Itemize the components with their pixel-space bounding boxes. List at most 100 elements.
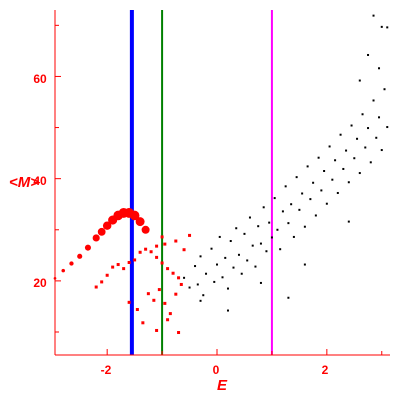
red-point — [105, 273, 109, 277]
black-point — [364, 146, 367, 149]
red-curve-point — [92, 234, 100, 242]
red-point — [94, 285, 98, 289]
black-point — [325, 202, 328, 205]
red-point — [138, 250, 142, 254]
red-curve-point — [69, 261, 74, 266]
black-point — [336, 191, 339, 194]
black-point — [224, 256, 227, 259]
black-point — [287, 296, 290, 299]
red-point — [155, 255, 159, 259]
red-point — [122, 267, 126, 271]
black-point — [323, 170, 326, 172]
black-point — [213, 280, 216, 283]
black-point — [226, 287, 229, 290]
black-point — [232, 266, 235, 269]
black-point — [303, 263, 306, 266]
black-point — [372, 14, 375, 17]
black-point — [235, 227, 238, 230]
black-point — [194, 265, 197, 268]
black-point — [380, 25, 383, 28]
black-point — [268, 221, 271, 224]
black-point — [246, 259, 249, 262]
y-axis-label: <M> — [9, 174, 39, 191]
red-point — [163, 242, 167, 246]
red-point — [163, 301, 167, 305]
axis-ticks — [55, 24, 383, 355]
black-point — [367, 53, 370, 56]
black-point — [367, 127, 370, 130]
black-point — [196, 283, 199, 286]
red-curve-point — [61, 268, 66, 273]
red-point — [174, 239, 178, 243]
black-point — [312, 181, 315, 184]
red-points — [94, 233, 192, 335]
black-point — [292, 235, 295, 238]
black-points — [183, 14, 389, 312]
red-point — [141, 321, 145, 325]
black-point — [240, 272, 243, 275]
black-point — [229, 240, 232, 243]
black-point — [265, 250, 268, 253]
black-point — [386, 26, 389, 29]
x-tick-label: -2 — [101, 363, 112, 377]
black-point — [378, 67, 381, 70]
red-point — [149, 250, 153, 254]
black-point — [276, 228, 279, 231]
black-point — [254, 265, 257, 268]
x-tick-label: 2 — [322, 363, 329, 377]
black-point — [386, 126, 389, 129]
red-point — [177, 331, 181, 335]
red-curve — [53, 207, 150, 280]
red-curve-point — [135, 217, 145, 227]
y-tick-label: 20 — [33, 276, 47, 290]
red-point — [155, 244, 159, 248]
red-point — [100, 280, 104, 284]
black-point — [199, 255, 202, 258]
black-point — [375, 136, 378, 139]
black-point — [287, 222, 290, 225]
red-point — [166, 267, 170, 271]
black-point — [328, 145, 331, 148]
black-point — [369, 161, 372, 164]
black-point — [298, 208, 301, 211]
black-point — [257, 225, 260, 228]
red-point — [177, 276, 181, 280]
black-point — [334, 159, 337, 162]
black-point — [306, 165, 309, 168]
red-point — [111, 265, 115, 269]
red-point — [157, 288, 161, 292]
black-point — [301, 192, 304, 195]
black-point — [339, 133, 342, 136]
red-point — [116, 263, 120, 267]
red-point — [168, 312, 172, 316]
black-point — [372, 99, 375, 102]
black-point — [295, 176, 298, 179]
black-point — [251, 244, 254, 247]
black-point — [383, 88, 386, 91]
black-point — [353, 157, 356, 160]
red-curve-point — [77, 253, 83, 259]
black-point — [205, 272, 208, 275]
black-point — [358, 79, 361, 82]
black-point — [331, 178, 334, 181]
black-point — [270, 236, 273, 239]
red-point — [127, 260, 131, 264]
black-point — [202, 294, 205, 297]
red-point — [179, 282, 183, 286]
y-tick-label: 40 — [33, 174, 47, 188]
red-point — [135, 308, 139, 312]
red-point — [160, 235, 164, 239]
black-point — [378, 116, 381, 119]
black-point — [226, 309, 229, 312]
black-point — [183, 276, 186, 279]
vertical-lines — [129, 10, 273, 355]
black-point — [218, 235, 221, 238]
red-point — [166, 318, 170, 322]
black-point — [210, 247, 213, 250]
black-point — [284, 185, 287, 188]
black-point — [380, 149, 383, 152]
black-point — [314, 214, 317, 217]
red-point — [152, 298, 156, 302]
red-point — [133, 258, 137, 262]
